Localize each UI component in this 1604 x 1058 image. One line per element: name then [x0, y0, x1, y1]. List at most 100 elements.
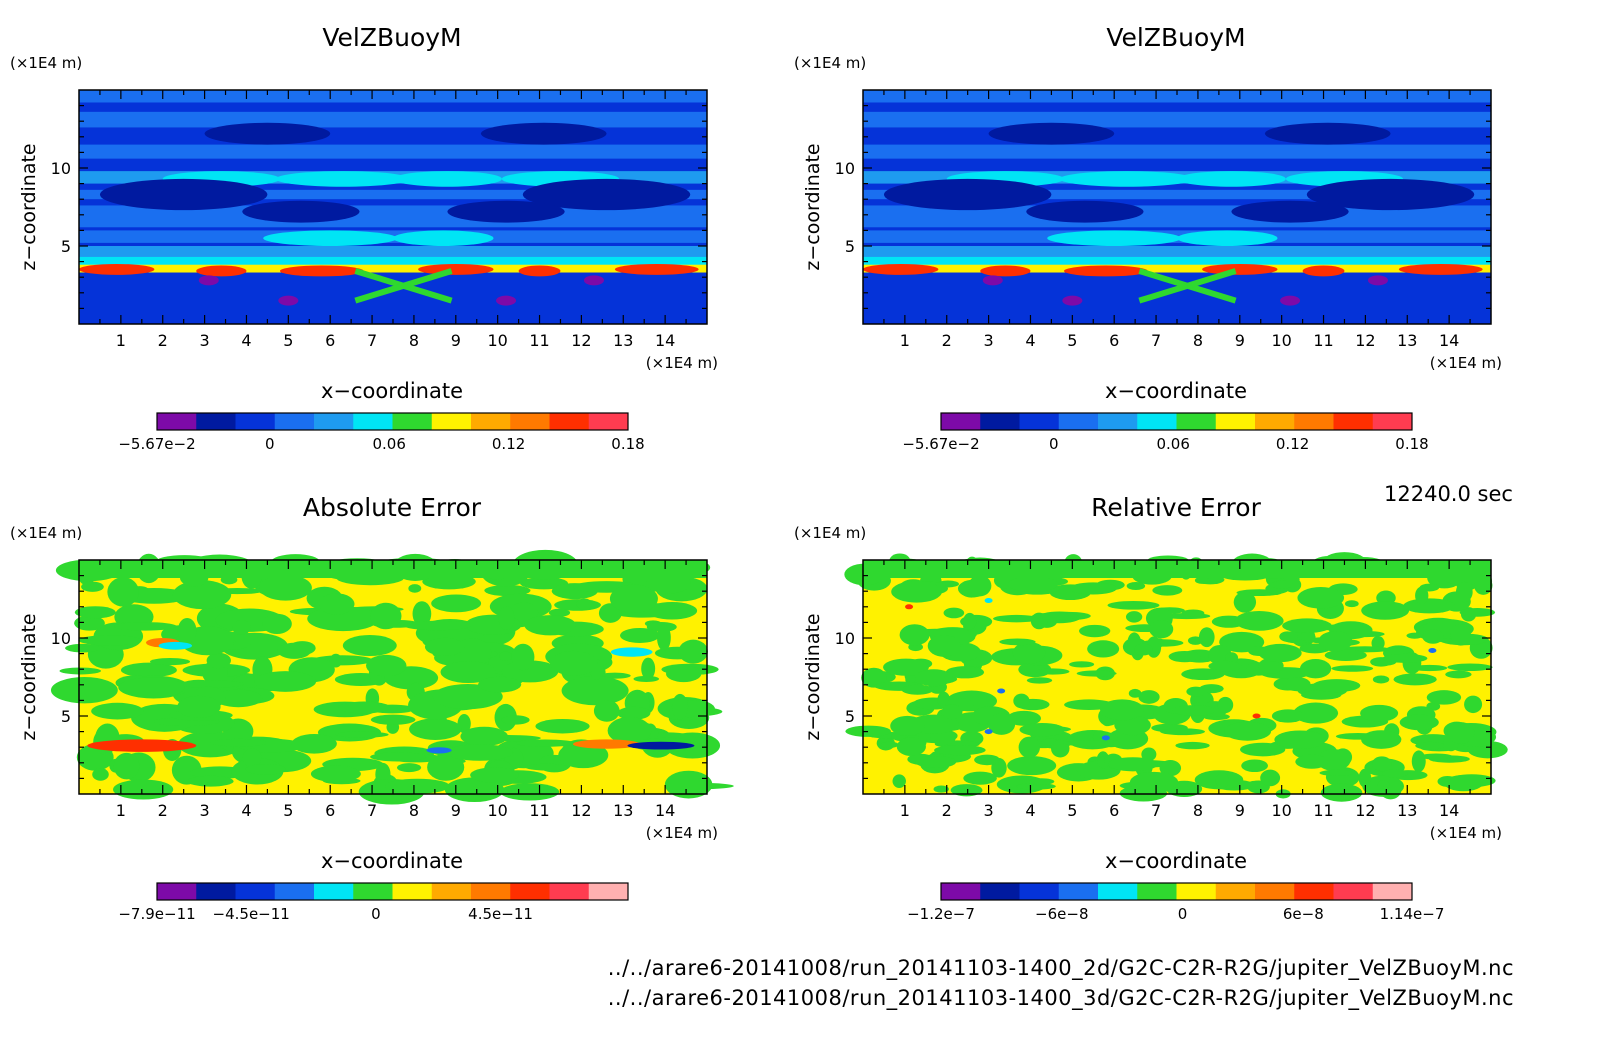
heatmap-blob — [397, 763, 422, 773]
heatmap-blob — [1344, 600, 1359, 608]
file-path-3d: ../../arare6-20141008/run_20141103-1400_… — [607, 986, 1514, 1010]
heatmap-blob — [1319, 769, 1355, 776]
colorbar-segment — [1255, 883, 1295, 900]
heatmap-spot — [583, 275, 604, 286]
x-tick-label: 9 — [451, 801, 461, 820]
heatmap-blob — [576, 598, 593, 610]
heatmap-blob — [1047, 230, 1182, 246]
x-tick-label: 9 — [1235, 331, 1245, 350]
heatmap-blob — [1194, 576, 1210, 584]
x-tick-label: 7 — [367, 331, 377, 350]
y-unit-label: (×1E4 m) — [10, 54, 82, 72]
heatmap-blob — [1260, 769, 1281, 787]
x-tick-label: 11 — [529, 331, 549, 350]
heatmap-blob — [470, 767, 519, 783]
x-tick-label: 14 — [655, 331, 675, 350]
heatmap-blob — [609, 584, 658, 613]
heatmap-hotspot — [980, 265, 1031, 277]
heatmap-blob — [1464, 695, 1483, 714]
heatmap-blob — [1172, 705, 1216, 716]
x-tick-label: 6 — [325, 801, 335, 820]
heatmap-blob — [1372, 675, 1390, 684]
y-unit-label: (×1E4 m) — [794, 524, 866, 542]
colorbar-segment — [549, 413, 590, 430]
x-tick-label: 6 — [1109, 801, 1119, 820]
colorbar-label: 6e−8 — [1283, 905, 1324, 923]
heatmap-blob — [1459, 608, 1496, 617]
heatmap-blob — [291, 733, 337, 754]
x-axis-label: x−coordinate — [321, 379, 463, 403]
heatmap-blob — [1450, 624, 1471, 646]
heatmap-blob — [1181, 668, 1225, 681]
heatmap-blob — [1264, 122, 1391, 145]
colorbar-segment — [941, 883, 981, 900]
chart-title: VelZBuoyM — [322, 23, 461, 52]
heatmap-blob — [444, 777, 505, 803]
x-tick-label: 4 — [1025, 331, 1035, 350]
heatmap-blob — [501, 715, 530, 725]
heatmap-blob — [1181, 609, 1205, 617]
colorbar-segment — [1058, 413, 1099, 430]
heatmap-blob — [1126, 581, 1146, 591]
heatmap-blob — [214, 689, 263, 708]
x-tick-label: 13 — [613, 801, 633, 820]
heatmap-blob — [74, 615, 105, 631]
heatmap-blob — [1422, 629, 1444, 644]
heatmap-blob — [113, 622, 177, 631]
heatmap-blob — [1297, 632, 1315, 641]
heatmap-blob — [277, 642, 311, 659]
heatmap-blob — [1159, 760, 1182, 777]
heatmap-blob — [1320, 783, 1363, 802]
y-tick-label: 10 — [835, 629, 855, 648]
colorbar-segment — [1372, 883, 1413, 900]
colorbar-label: −1.2e−7 — [907, 905, 975, 923]
colorbar-frame — [156, 412, 629, 431]
heatmap-blob — [515, 739, 575, 747]
heatmap-hotspot — [196, 265, 247, 277]
chart-title: VelZBuoyM — [1106, 23, 1245, 52]
heatmap-spot — [1062, 295, 1083, 306]
heatmap-blob — [1012, 641, 1046, 664]
heatmap-blob — [1381, 769, 1408, 778]
heatmap-hotspot — [1302, 265, 1345, 277]
colorbar-segment — [1137, 883, 1177, 900]
heatmap-blob — [1231, 200, 1349, 223]
heatmap-blob — [329, 653, 343, 668]
colorbar-segment — [549, 883, 590, 900]
heatmap-blob — [408, 584, 422, 593]
heatmap-blob — [424, 637, 465, 656]
heatmap-blob — [1168, 650, 1201, 663]
heatmap-blob — [657, 624, 671, 651]
heatmap-blob — [1028, 778, 1055, 785]
heatmap-blob — [50, 677, 118, 704]
x-unit-label: (×1E4 m) — [1430, 824, 1502, 842]
x-tick-label: 4 — [1025, 801, 1035, 820]
heatmap-spot — [1367, 275, 1388, 286]
colorbar-segment — [1294, 413, 1334, 430]
colorbar-segment — [157, 413, 197, 430]
colorbar-segment — [1176, 413, 1217, 430]
x-tick-label: 5 — [1067, 331, 1077, 350]
heatmap-blob — [242, 200, 360, 223]
heatmap-blob — [393, 230, 494, 246]
heatmap-hotspot — [279, 265, 364, 277]
heatmap-blob — [366, 654, 407, 677]
heatmap-feature — [426, 747, 452, 754]
heatmap-band — [79, 246, 707, 259]
heatmap-blob — [1301, 690, 1342, 700]
x-tick-label: 14 — [1439, 801, 1459, 820]
x-tick-label: 4 — [241, 801, 251, 820]
heatmap-blob — [845, 725, 892, 737]
colorbar-segment — [1019, 883, 1060, 900]
colorbar-label: 0.06 — [1157, 435, 1190, 453]
colorbar-segment — [1294, 883, 1334, 900]
colorbar-segment — [1137, 413, 1177, 430]
x-tick-label: 2 — [158, 801, 168, 820]
heatmap-blob — [535, 718, 590, 734]
x-tick-label: 1 — [900, 331, 910, 350]
heatmap-blob — [1016, 783, 1056, 790]
x-tick-label: 13 — [1397, 331, 1417, 350]
heatmap-blob — [500, 783, 560, 801]
heatmap-blob — [558, 742, 609, 769]
colorbar-segment — [510, 413, 550, 430]
